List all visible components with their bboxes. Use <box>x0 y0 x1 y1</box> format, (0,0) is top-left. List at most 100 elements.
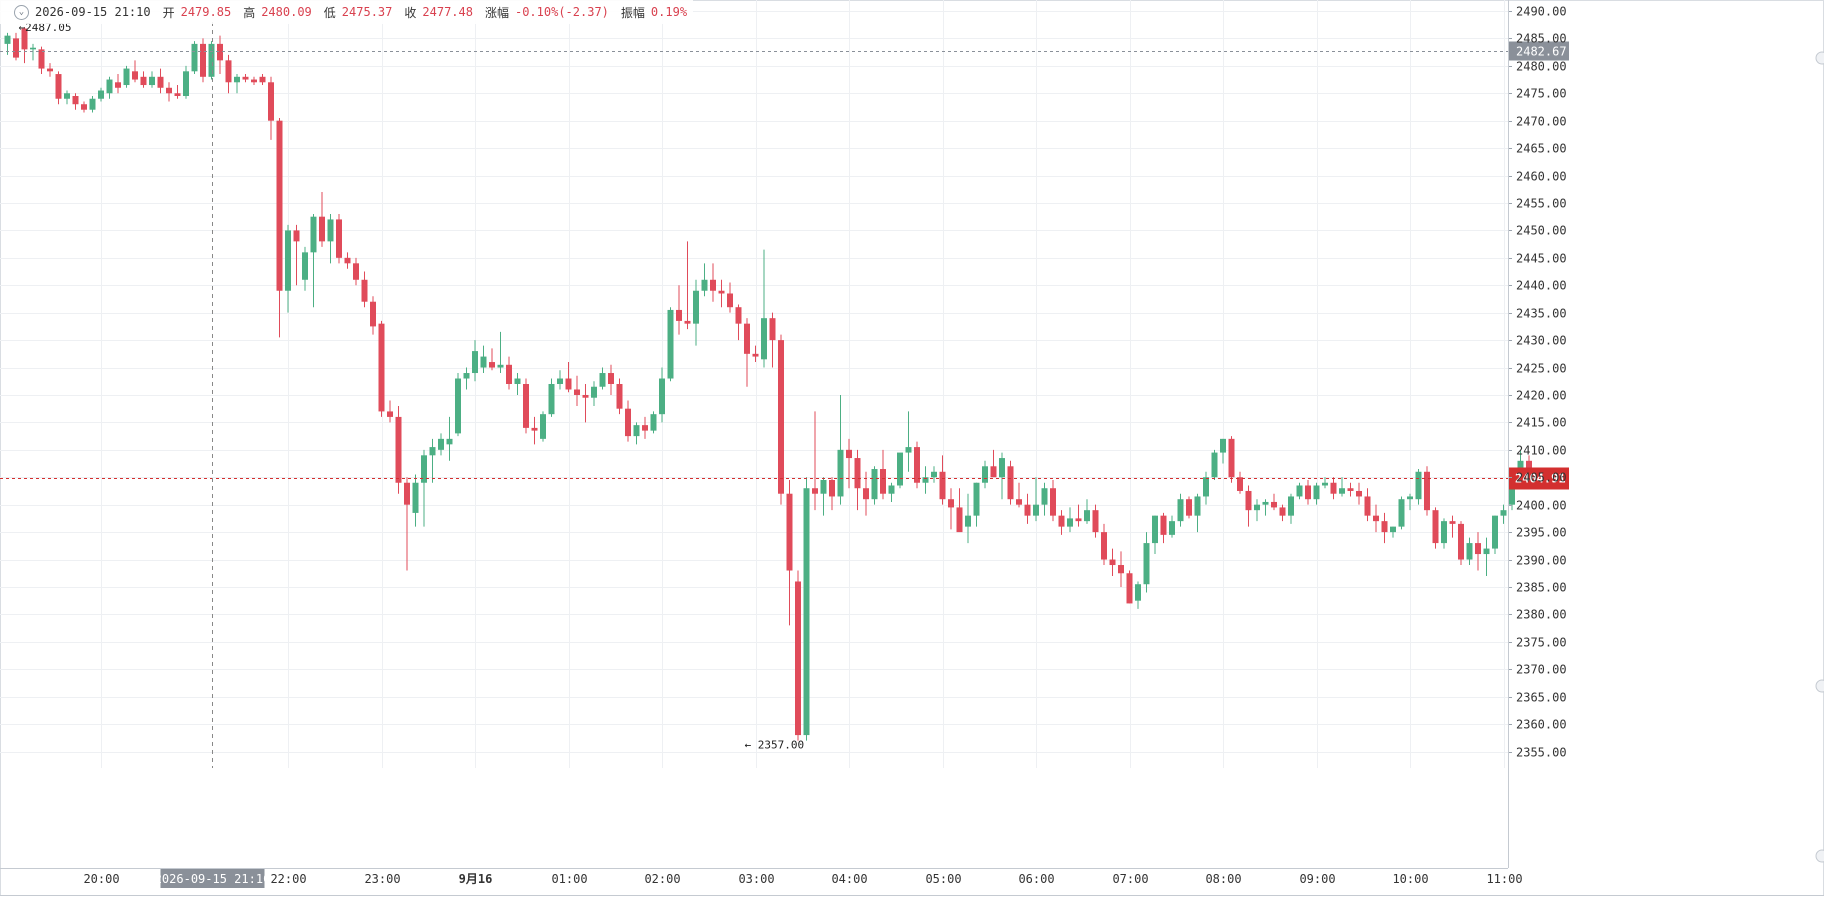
candle-up[interactable] <box>1067 507 1073 533</box>
candle-up[interactable] <box>234 74 240 94</box>
candle-up[interactable] <box>123 65 130 88</box>
candle-down[interactable] <box>1228 436 1235 483</box>
candle-up[interactable] <box>191 41 198 75</box>
candle-up[interactable] <box>1135 581 1141 609</box>
candle-down[interactable] <box>378 320 385 417</box>
candle-down[interactable] <box>1058 510 1065 535</box>
candle-down[interactable] <box>1160 512 1167 544</box>
candle-up[interactable] <box>1415 469 1422 505</box>
candle-up[interactable] <box>106 76 113 99</box>
candle-up[interactable] <box>1220 438 1226 464</box>
candle-up[interactable] <box>64 90 70 105</box>
candle-down[interactable] <box>174 85 181 99</box>
candle-down[interactable] <box>259 74 266 86</box>
candle-down[interactable] <box>608 364 614 395</box>
candle-up[interactable] <box>89 96 96 113</box>
scroll-handle-icon[interactable] <box>1815 679 1824 693</box>
candle-up[interactable] <box>982 460 988 489</box>
candle-up[interactable] <box>922 466 929 494</box>
candle-down[interactable] <box>140 71 147 88</box>
candle-up[interactable] <box>30 43 36 61</box>
candle-down[interactable] <box>829 477 835 511</box>
candle-down[interactable] <box>404 477 410 571</box>
candle-down[interactable] <box>361 271 368 308</box>
candle-down[interactable] <box>1101 523 1107 566</box>
candle-down[interactable] <box>735 304 742 341</box>
candle-down[interactable] <box>13 32 19 61</box>
candle-down[interactable] <box>1279 504 1286 522</box>
candle-up[interactable] <box>1398 496 1405 530</box>
candle-up[interactable] <box>429 438 436 483</box>
candle-down[interactable] <box>1364 488 1371 522</box>
candle-down[interactable] <box>1449 515 1456 538</box>
candle-up[interactable] <box>1390 526 1396 538</box>
candle-up[interactable] <box>973 482 980 527</box>
candle-down[interactable] <box>990 449 997 478</box>
candle-up[interactable] <box>803 477 810 741</box>
candle-down[interactable] <box>1126 570 1133 604</box>
candle-up[interactable] <box>761 249 767 368</box>
candle-up[interactable] <box>1339 477 1345 497</box>
candle-up[interactable] <box>1084 499 1090 524</box>
candle-down[interactable] <box>47 63 53 77</box>
candle-down[interactable] <box>1432 507 1439 549</box>
candle-up[interactable] <box>1407 493 1413 511</box>
candle-up[interactable] <box>285 224 291 313</box>
candle-up[interactable] <box>1041 482 1048 516</box>
candle-down[interactable] <box>242 74 249 83</box>
candle-down[interactable] <box>55 71 62 105</box>
candle-up[interactable] <box>1033 477 1039 522</box>
candle-down[interactable] <box>132 60 138 83</box>
candle-down[interactable] <box>1347 482 1354 497</box>
candle-down[interactable] <box>319 192 325 247</box>
candle-down[interactable] <box>565 362 572 393</box>
candle-up[interactable] <box>149 71 155 88</box>
candle-up[interactable] <box>693 279 699 346</box>
candle-down[interactable] <box>370 296 376 335</box>
candle-down[interactable] <box>293 224 300 286</box>
candle-up[interactable] <box>820 477 827 516</box>
candle-up[interactable] <box>1262 499 1269 516</box>
candle-down[interactable] <box>1237 471 1243 494</box>
scroll-handle-icon[interactable] <box>1815 849 1824 863</box>
candle-up[interactable] <box>412 474 419 527</box>
candle-up[interactable] <box>1254 499 1260 522</box>
collapse-toggle-icon[interactable]: ⌄ <box>14 4 29 20</box>
candle-up[interactable] <box>888 482 895 502</box>
candle-up[interactable] <box>1211 449 1218 480</box>
candle-down[interactable] <box>225 54 232 94</box>
candle-up[interactable] <box>1313 482 1320 505</box>
candle-down[interactable] <box>81 101 87 113</box>
candle-up[interactable] <box>1500 504 1507 524</box>
candle-down[interactable] <box>157 68 164 94</box>
candle-down[interactable] <box>115 74 121 94</box>
candle-down[interactable] <box>1092 504 1099 538</box>
candle-down[interactable] <box>582 384 589 423</box>
candle-down[interactable] <box>812 411 818 511</box>
candle-up[interactable] <box>1466 537 1473 566</box>
candle-down[interactable] <box>1271 493 1277 511</box>
candle-down[interactable] <box>1118 551 1124 587</box>
candle-up[interactable] <box>1143 532 1150 593</box>
candle-down[interactable] <box>1050 480 1056 522</box>
candle-up[interactable] <box>438 433 444 456</box>
candle-down[interactable] <box>200 38 206 83</box>
candle-up[interactable] <box>540 411 546 442</box>
candle-down[interactable] <box>353 257 359 286</box>
candle-down[interactable] <box>251 76 257 86</box>
candle-down[interactable] <box>1075 504 1082 527</box>
candle-down[interactable] <box>1016 482 1022 508</box>
candle-up[interactable] <box>1288 493 1294 524</box>
candle-down[interactable] <box>268 76 274 140</box>
candle-down[interactable] <box>523 378 529 434</box>
candle-up[interactable] <box>1441 518 1447 549</box>
candle-down[interactable] <box>778 334 784 505</box>
candle-down[interactable] <box>642 416 648 439</box>
candle-down[interactable] <box>21 27 28 64</box>
candle-up[interactable] <box>327 213 334 264</box>
candle-down[interactable] <box>863 471 869 516</box>
candle-down[interactable] <box>727 282 733 313</box>
candle-down[interactable] <box>616 378 623 415</box>
candle-up[interactable] <box>98 87 104 102</box>
